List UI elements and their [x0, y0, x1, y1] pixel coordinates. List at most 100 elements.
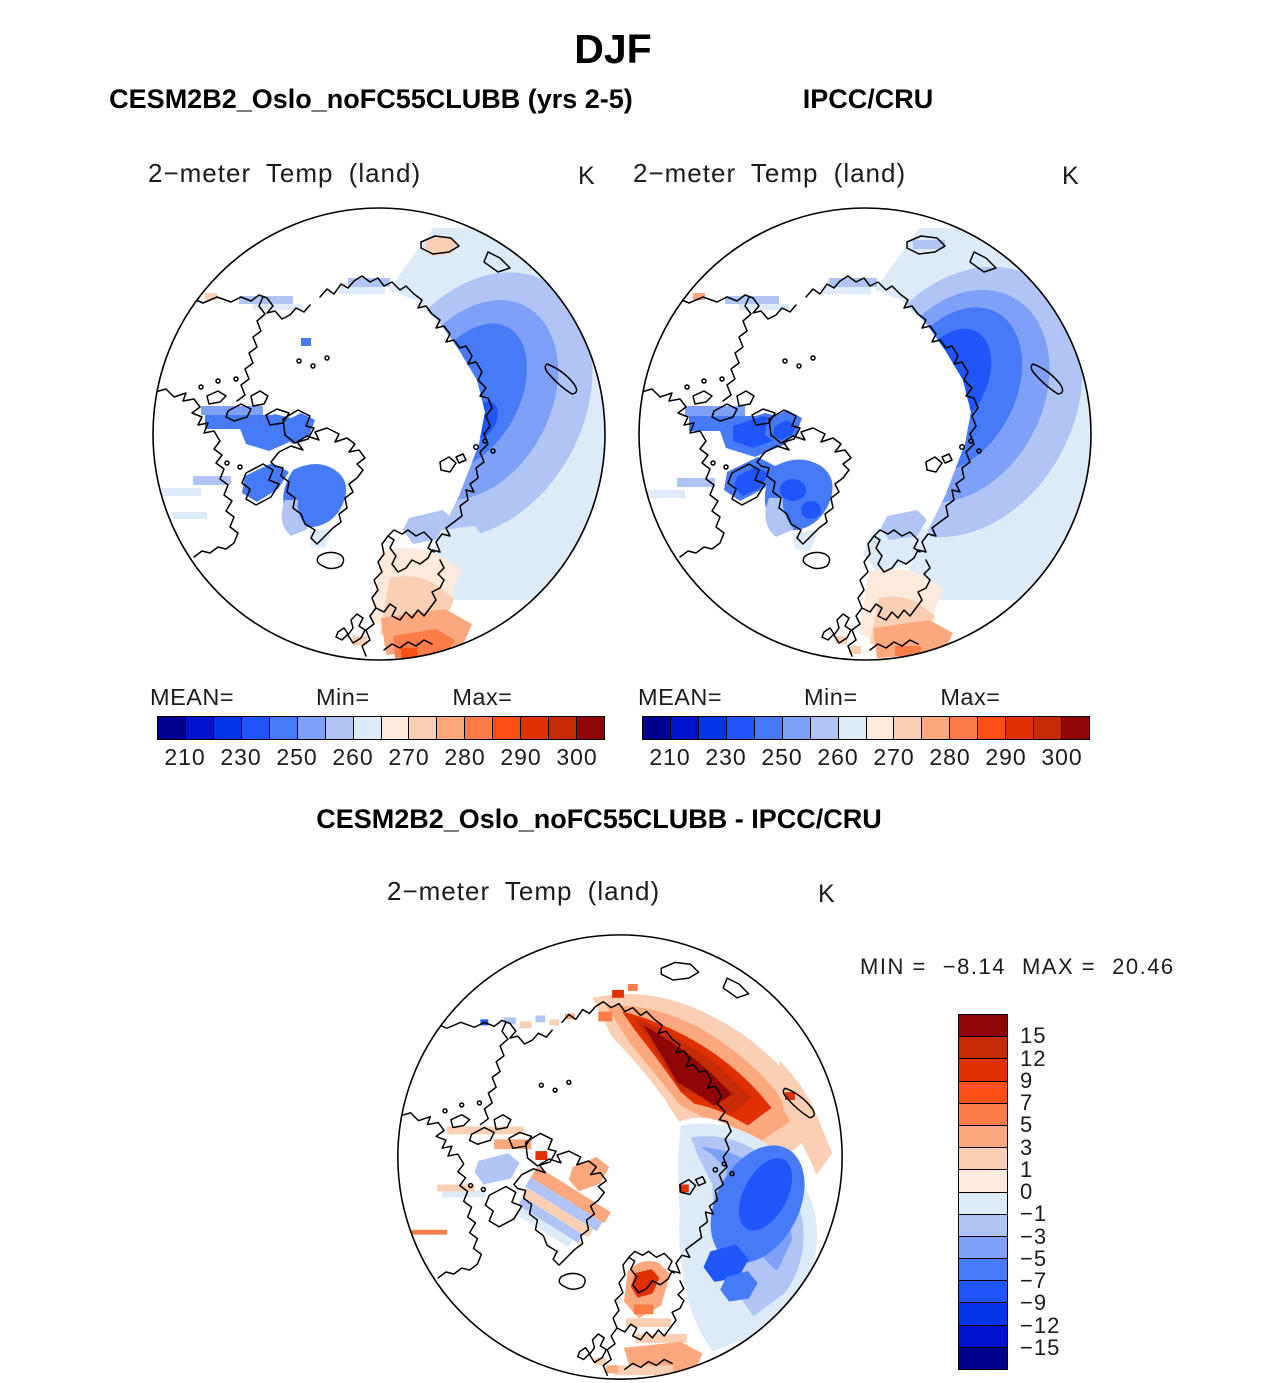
colorbar-cell	[959, 1324, 1007, 1347]
diff-colorbar-labels: 15 12 9 7 5 3 1 0 −1 −3 −5 −7 −9 −12 −15	[1020, 1014, 1090, 1370]
diff-colorbar-label: −3	[1020, 1223, 1048, 1249]
diff-colorbar-label: 9	[1020, 1067, 1034, 1093]
colorbar-cell	[977, 717, 1006, 739]
colorbar-cell	[959, 1280, 1007, 1303]
map-boundary-circle	[397, 934, 843, 1380]
colorbar-cell	[959, 1058, 1007, 1081]
diff-colorbar-label: 0	[1020, 1179, 1034, 1204]
figure-title: DJF	[574, 26, 652, 72]
colorbar-cell	[837, 717, 866, 739]
colorbar-tick-label: 280	[444, 744, 486, 770]
model-var-label: 2−meter Temp (land)	[148, 158, 422, 188]
colorbar-cell	[959, 1080, 1007, 1103]
colorbar-cell	[212, 717, 241, 739]
colorbar-cell	[380, 717, 409, 739]
colorbar-cell	[576, 717, 604, 739]
diff-colorbar-label: 1	[1020, 1156, 1034, 1182]
colorbar-cell	[492, 717, 521, 739]
colorbar-tick-label: 290	[985, 744, 1027, 770]
colorbar-cell	[959, 1235, 1007, 1259]
colorbar-tick-label: 270	[388, 744, 430, 770]
colorbar-cell	[959, 1015, 1007, 1037]
colorbar-tick-label: 280	[929, 744, 971, 770]
colorbar-tick-label: 300	[556, 744, 598, 770]
colorbar-cell	[959, 1124, 1007, 1148]
colorbar-cell	[408, 717, 437, 739]
temp-field-model	[153, 228, 605, 658]
temp-field-obs	[645, 228, 1091, 658]
colorbar-tick-label: 250	[276, 744, 318, 770]
colorbar-cell	[959, 1302, 1007, 1325]
colorbar-cell	[268, 717, 297, 739]
colorbar-cell	[240, 717, 269, 739]
obs-units-label: K	[1062, 162, 1079, 190]
diff-colorbar-label: 12	[1020, 1045, 1047, 1071]
diff-colorbar-label: 3	[1020, 1134, 1034, 1160]
obs-panel-title: IPCC/CRU	[802, 84, 934, 114]
model-max-label: Max=	[452, 684, 513, 710]
diff-colorbar-label: −15	[1020, 1334, 1061, 1360]
obs-colorbar	[642, 716, 1090, 740]
diff-max-value: 20.46	[1112, 954, 1175, 979]
diff-colorbar-label: −9	[1020, 1290, 1048, 1316]
greenland-bias-stripes	[516, 1166, 611, 1248]
colorbar-cell	[296, 717, 325, 739]
obs-min-label: Min=	[803, 684, 858, 710]
colorbar-tick-label: 260	[817, 744, 859, 770]
colorbar-cell	[352, 717, 381, 739]
obs-map	[638, 207, 1092, 661]
colorbar-cell	[959, 1036, 1007, 1059]
map-boundary-circle	[638, 207, 1092, 661]
diff-var-label: 2−meter Temp (land)	[387, 876, 661, 906]
diff-panel-title: CESM2B2_Oslo_noFC55CLUBB - IPCC/CRU	[316, 804, 882, 834]
diff-colorbar-label: 7	[1020, 1090, 1034, 1115]
colorbar-cell	[959, 1213, 1007, 1236]
colorbar-cell	[959, 1258, 1007, 1281]
diff-colorbar-label: −5	[1020, 1245, 1048, 1271]
model-panel-title: CESM2B2_Oslo_noFC55CLUBB (yrs 2-5)	[109, 84, 633, 114]
colorbar-cell	[959, 1102, 1007, 1125]
colorbar-cell	[548, 717, 577, 739]
diff-colorbar-label: −12	[1020, 1312, 1061, 1338]
colorbar-tick-label: 290	[500, 744, 542, 770]
obs-stats: MEAN=251.49 Min=223.80 Max=278.91	[638, 684, 1083, 738]
model-colorbar	[157, 716, 605, 740]
diff-colorbar-label: −1	[1020, 1201, 1048, 1227]
colorbar-cell	[893, 717, 922, 739]
colorbar-cell	[324, 717, 353, 739]
colorbar-cell	[959, 1169, 1007, 1192]
colorbar-tick-label: 270	[873, 744, 915, 770]
colorbar-cell	[781, 717, 810, 739]
colorbar-cell	[809, 717, 838, 739]
colorbar-cell	[949, 717, 978, 739]
colorbar-cell	[697, 717, 726, 739]
colorbar-cell	[520, 717, 549, 739]
diff-units-label: K	[818, 880, 835, 908]
colorbar-cell	[865, 717, 894, 739]
colorbar-tick-label: 300	[1041, 744, 1083, 770]
colorbar-cell	[669, 717, 698, 739]
diff-map	[397, 934, 843, 1380]
map-boundary-circle	[152, 207, 606, 661]
colorbar-cell	[1005, 717, 1034, 739]
colorbar-cell	[725, 717, 754, 739]
diff-colorbar-label: 5	[1020, 1112, 1034, 1138]
diff-max-label: MAX =	[1021, 954, 1097, 979]
colorbar-tick-label: 260	[332, 744, 374, 770]
obs-mean-label: MEAN=	[638, 684, 723, 710]
model-min-label: Min=	[315, 684, 370, 710]
colorbar-tick-label: 230	[220, 744, 262, 770]
colorbar-cell	[959, 1191, 1007, 1214]
colorbar-tick-label: 210	[164, 744, 206, 770]
obs-colorbar-ticks: 210 230 250 260 270 280 290 300	[642, 744, 1090, 774]
model-colorbar-ticks: 210 230 250 260 270 280 290 300	[157, 744, 605, 774]
model-mean-label: MEAN=	[150, 684, 235, 710]
diff-min-label: MIN =	[860, 954, 927, 979]
model-map	[152, 207, 606, 661]
colorbar-cell	[959, 1147, 1007, 1170]
colorbar-cell	[184, 717, 213, 739]
colorbar-cell	[959, 1346, 1007, 1369]
colorbar-cell	[921, 717, 950, 739]
diff-colorbar	[958, 1014, 1008, 1370]
